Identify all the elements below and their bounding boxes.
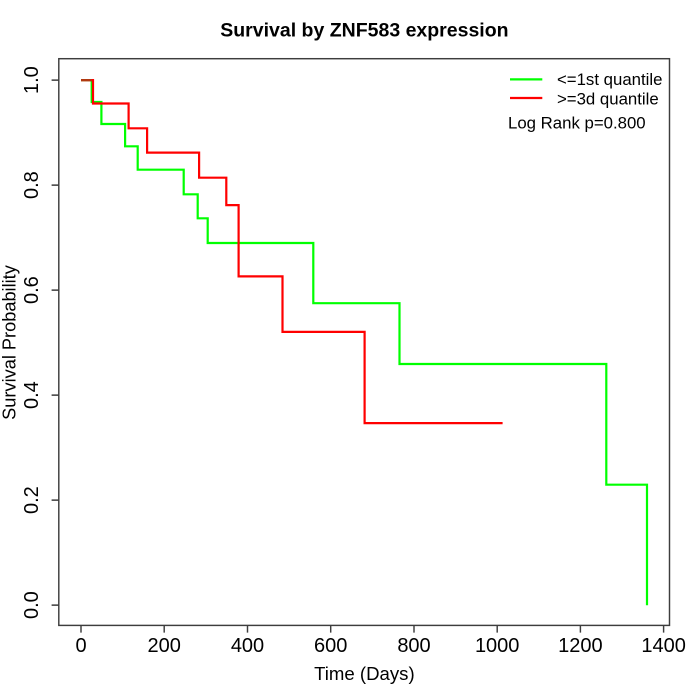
svg-text:0.6: 0.6 [21, 276, 43, 304]
svg-text:0.2: 0.2 [21, 486, 43, 514]
svg-text:0.0: 0.0 [21, 591, 43, 619]
svg-text:Time (Days): Time (Days) [314, 663, 415, 684]
svg-text:0.8: 0.8 [21, 171, 43, 199]
svg-text:Log Rank p=0.800: Log Rank p=0.800 [508, 114, 646, 133]
svg-text:Survival Probability: Survival Probability [0, 264, 20, 420]
svg-text:200: 200 [148, 635, 181, 657]
svg-text:>=3d quantile: >=3d quantile [557, 90, 659, 109]
svg-text:1.0: 1.0 [21, 66, 43, 94]
svg-text:0: 0 [75, 635, 86, 657]
svg-text:1000: 1000 [475, 635, 520, 657]
svg-text:600: 600 [314, 635, 347, 657]
svg-text:800: 800 [397, 635, 430, 657]
svg-text:Survival by ZNF583 expression: Survival by ZNF583 expression [220, 20, 508, 42]
svg-text:0.4: 0.4 [21, 381, 43, 409]
svg-text:1200: 1200 [558, 635, 603, 657]
svg-text:1400: 1400 [641, 635, 686, 657]
svg-text:<=1st quantile: <=1st quantile [557, 70, 662, 89]
svg-text:400: 400 [231, 635, 264, 657]
